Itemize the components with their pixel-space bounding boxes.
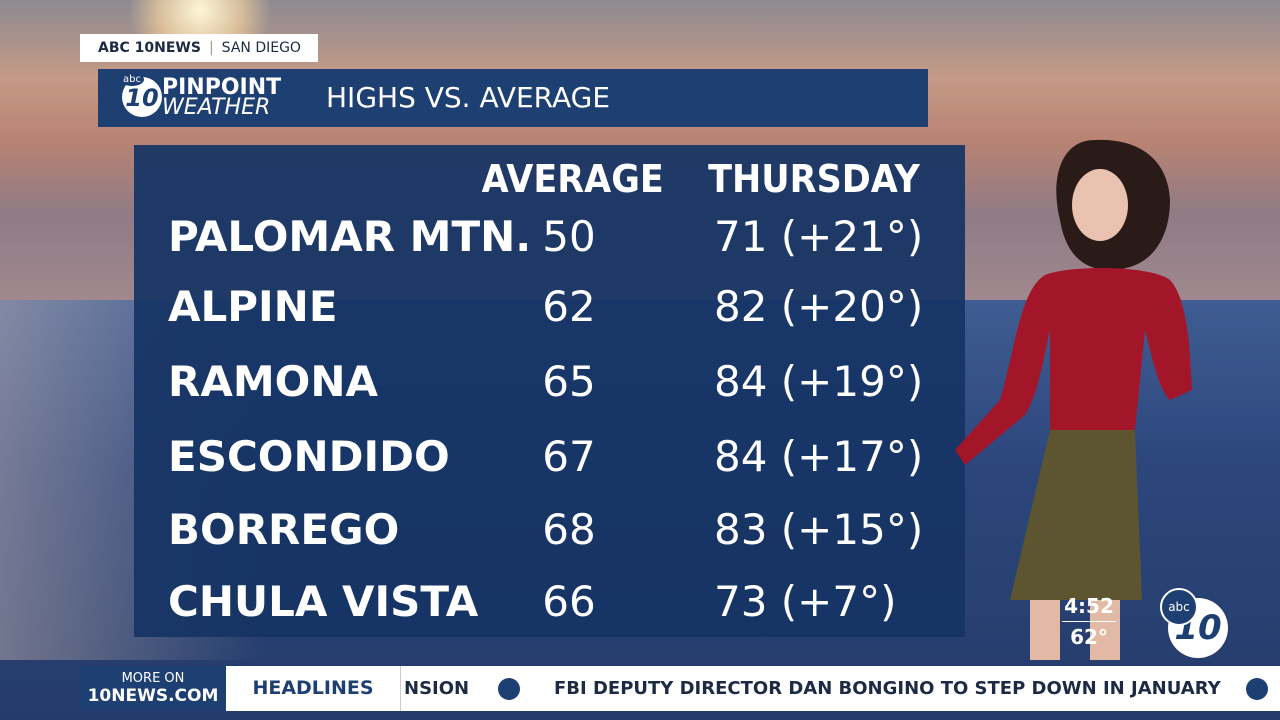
ticker-label: HEADLINES: [226, 666, 401, 711]
presenter: [955, 139, 1192, 660]
thursday: 73 (+7°): [714, 577, 897, 626]
row-name: RAMONA: [168, 357, 378, 406]
row-name: CHULA VISTA: [168, 577, 479, 626]
title-bar: 10 abc PINPOINT WEATHER HIGHS VS. AVERAG…: [98, 69, 928, 127]
time: 4:52: [1064, 594, 1114, 618]
location: SAN DIEGO: [221, 40, 301, 56]
row-name: BORREGO: [168, 505, 400, 554]
thursday: 84 (+19°): [714, 357, 924, 406]
title: HIGHS VS. AVERAGE: [326, 81, 611, 114]
website-box: MORE ON 10NEWS.COM: [80, 666, 226, 711]
separator-logo: [498, 678, 520, 700]
ticker: MORE ON 10NEWS.COM HEADLINES NSION FBI D…: [80, 666, 1280, 711]
table: AVERAGE THURSDAY PALOMAR MTN. 50 71 (+21°)…: [134, 145, 965, 637]
logo-network: abc: [120, 73, 144, 86]
average: 65: [542, 357, 596, 406]
separator: |: [208, 40, 214, 56]
average: 68: [542, 505, 596, 554]
thursday: 83 (+15°): [714, 505, 924, 554]
average: 50: [542, 212, 596, 261]
row-name: ESCONDIDO: [168, 432, 450, 481]
clock: 4:52 62°: [1062, 594, 1116, 649]
website-prefix: MORE ON: [121, 671, 185, 686]
average: 62: [542, 282, 596, 331]
station: ABC 10NEWS: [98, 40, 201, 56]
column-header: AVERAGE: [481, 157, 664, 201]
column-header: THURSDAY: [708, 157, 920, 201]
row-name: PALOMAR MTN.: [168, 212, 532, 261]
temperature: 62°: [1070, 625, 1108, 649]
average: 67: [542, 432, 596, 481]
thursday: 82 (+20°): [714, 282, 924, 331]
station-bug: ABC 10NEWS | SAN DIEGO: [80, 34, 318, 62]
website: 10NEWS.COM: [87, 686, 219, 706]
logo-pinpoint: PINPOINT: [162, 75, 282, 100]
thursday: 71 (+21°): [714, 212, 924, 261]
logo-weather: WEATHER: [162, 95, 271, 120]
separator-logo: [1246, 678, 1268, 700]
headline: NSION: [404, 678, 470, 699]
headline: FBI DEPUTY DIRECTOR DAN BONGINO TO STEP …: [554, 678, 1221, 699]
thursday: 84 (+17°): [714, 432, 924, 481]
corner-network: abc: [1160, 588, 1198, 626]
average: 66: [542, 577, 596, 626]
row-name: ALPINE: [168, 282, 338, 331]
